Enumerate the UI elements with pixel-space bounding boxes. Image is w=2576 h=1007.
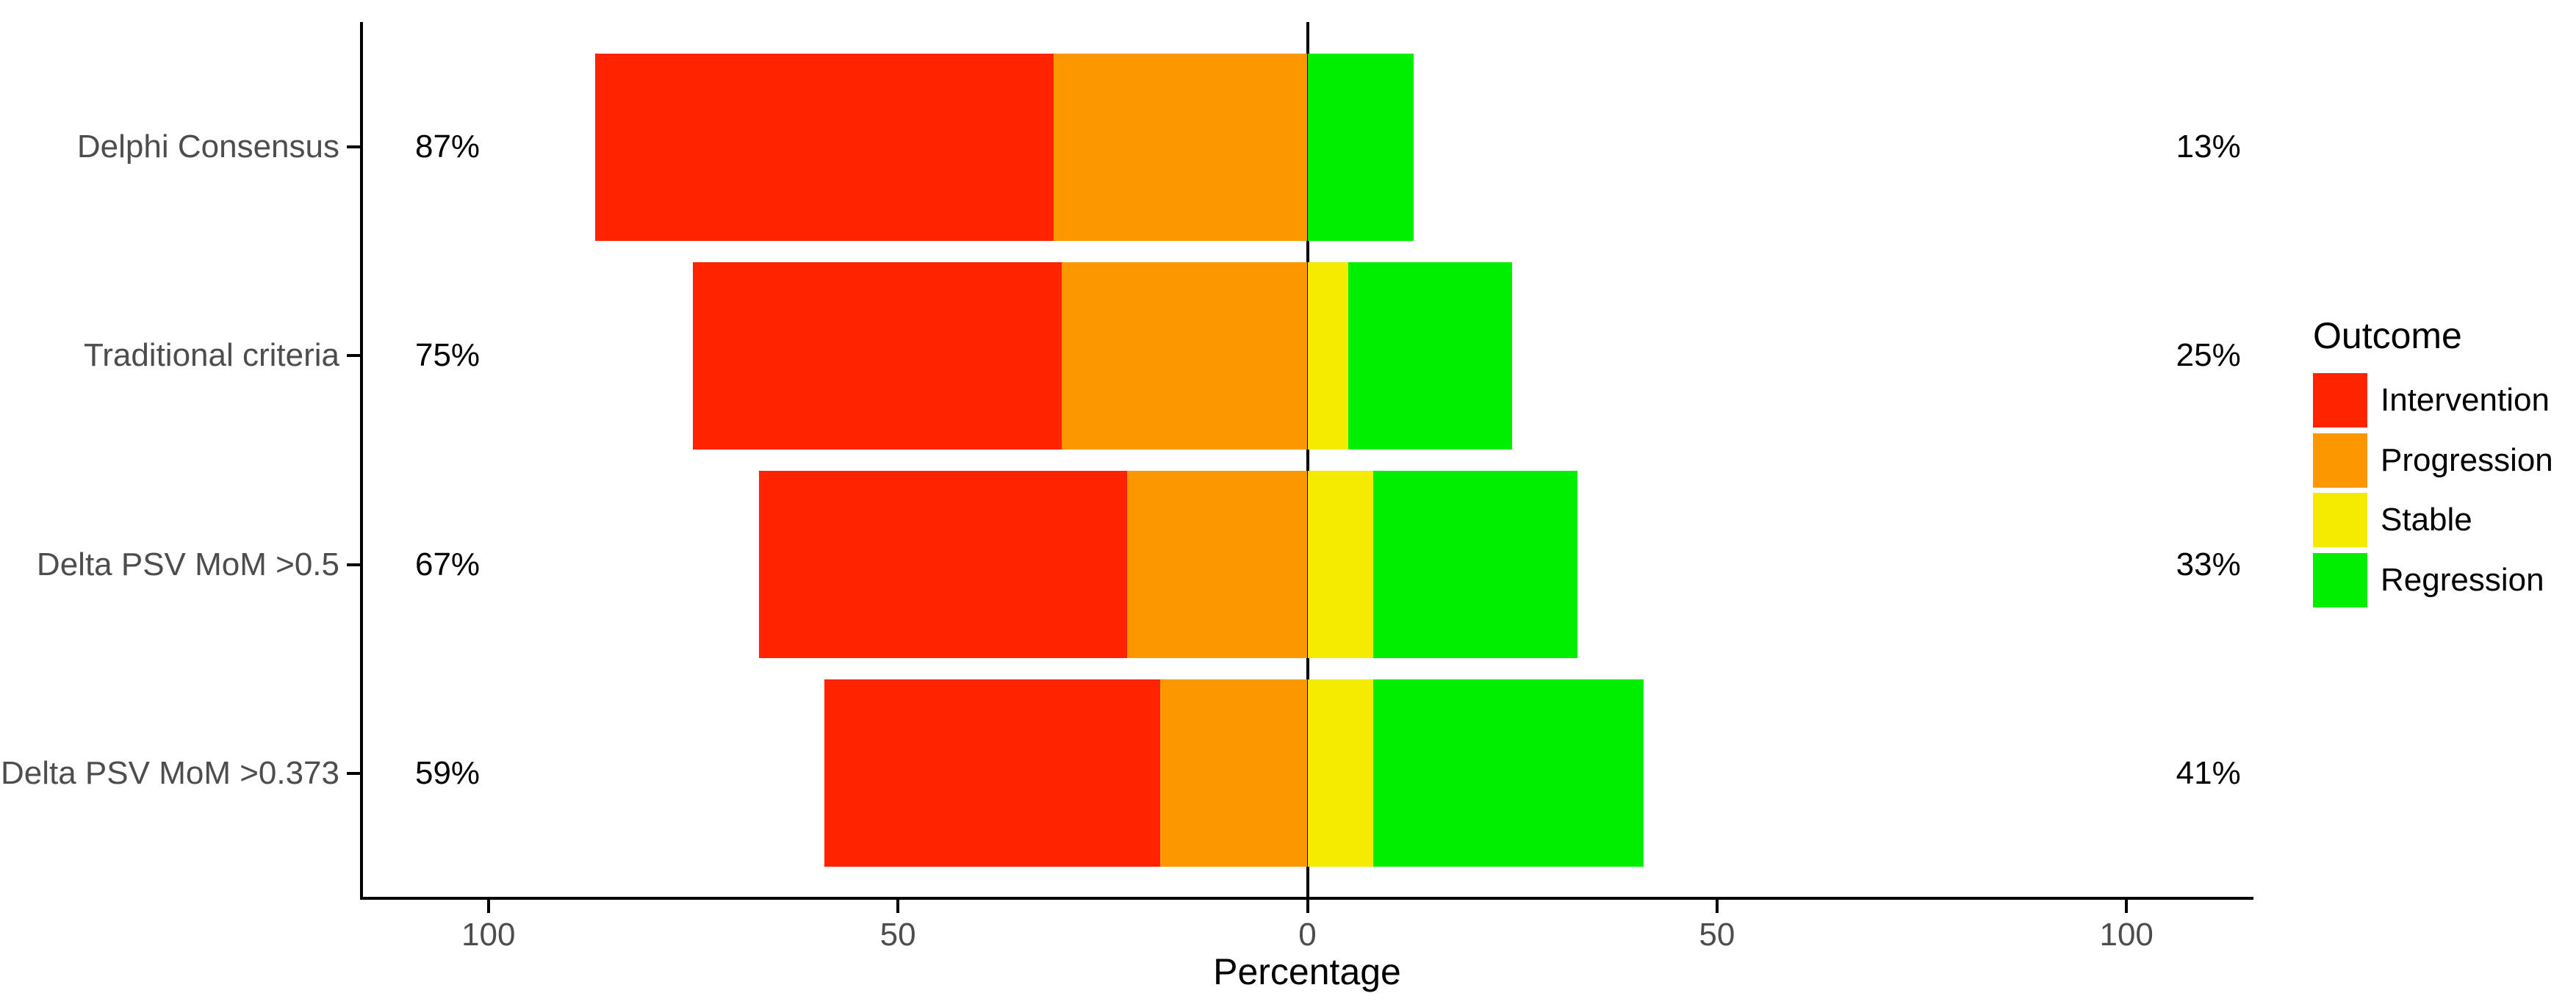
right-total-label: 33% [2176, 546, 2241, 582]
x-axis-title: Percentage [1213, 951, 1401, 992]
y-axis-category-label: Delta PSV MoM >0.5 [36, 546, 339, 582]
bar-segment-regression [1348, 261, 1513, 450]
y-axis-category-label: Traditional criteria [83, 337, 339, 374]
bar-segment-stable [1307, 470, 1373, 659]
x-axis-tick-label: 0 [1298, 917, 1317, 953]
x-axis-tick-label: 50 [1699, 917, 1735, 953]
x-axis-tick [2125, 900, 2129, 913]
zero-reference-line [1306, 22, 1309, 898]
bar-segment-intervention [758, 470, 1128, 659]
y-axis-category-label: Delphi Consensus [76, 129, 339, 165]
bar-segment-regression [1372, 679, 1644, 867]
y-axis-tick [347, 145, 360, 149]
x-axis-tick [1715, 900, 1719, 913]
right-total-label: 41% [2176, 754, 2241, 791]
left-total-label: 75% [414, 337, 481, 374]
bar-segment-progression [1053, 53, 1308, 242]
bar-segment-regression [1307, 53, 1414, 242]
bar-segment-intervention [594, 53, 1054, 242]
x-axis-tick-label: 100 [2099, 917, 2154, 953]
x-axis-line [360, 897, 2253, 900]
bar-segment-stable [1307, 679, 1373, 867]
y-axis-tick [347, 563, 360, 566]
x-axis-tick [1306, 900, 1309, 913]
bar-segment-intervention [824, 679, 1160, 867]
bar-segment-regression [1372, 470, 1578, 659]
right-total-label: 13% [2176, 129, 2241, 165]
bar-segment-progression [1062, 261, 1308, 450]
bar-segment-progression [1159, 679, 1308, 867]
y-axis-tick [347, 771, 360, 775]
left-total-label: 87% [414, 129, 481, 165]
bar-segment-intervention [693, 261, 1062, 450]
x-axis-tick-label: 50 [879, 917, 916, 953]
x-axis-tick [486, 900, 490, 913]
y-axis-tick [347, 354, 360, 358]
y-axis-category-label: Delta PSV MoM >0.373 [0, 754, 339, 791]
bar-segment-stable [1307, 261, 1349, 450]
left-total-label: 59% [414, 754, 481, 791]
right-total-label: 25% [2176, 337, 2241, 374]
y-axis-line [360, 22, 363, 898]
x-axis-tick-label: 100 [461, 917, 516, 953]
bar-segment-progression [1127, 470, 1308, 659]
x-axis-tick [896, 900, 900, 913]
left-total-label: 67% [414, 546, 481, 582]
